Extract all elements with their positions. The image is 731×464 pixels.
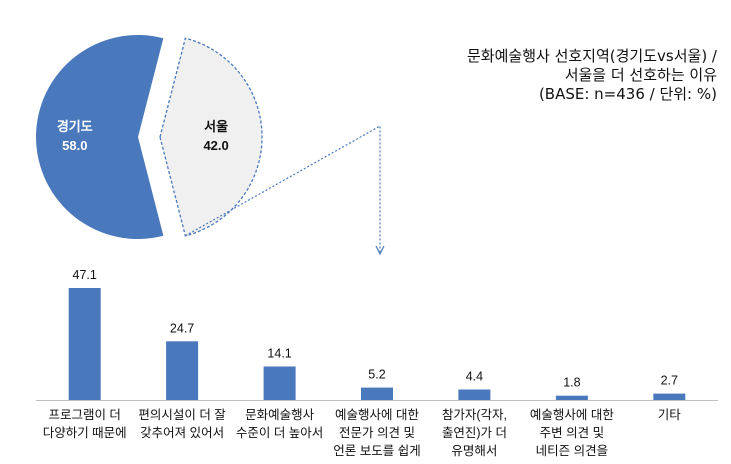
category-tick-label: 유명해서 [451,444,497,458]
bar-value-label: 2.7 [661,374,678,388]
bar [68,288,101,400]
bar [458,389,491,400]
chart-title-line-2: 서울을 더 선호하는 이유 [564,66,717,84]
bar [361,387,393,400]
pie-to-bar-connector [185,124,385,256]
connector-arrowhead [375,245,385,256]
category-tick-label: 문화예술행사 [245,407,315,422]
category-tick-label: 주변 의견 및 [540,426,604,440]
bar-value-label: 14.1 [267,347,291,361]
bar [166,341,199,400]
pie-slice-label: 경기도 [57,119,93,134]
bar [263,366,296,400]
pie-slice-value-label: 42.0 [203,138,228,153]
pie-slice-seoul [159,37,263,237]
pie-slice-label: 서울 [204,119,228,134]
category-tick-label: 출연진)가 더 [442,426,507,440]
category-tick-label: 전문가 의견 및 [339,426,415,440]
bar-value-label: 47.1 [73,268,97,282]
bar-value-label: 1.8 [563,376,580,390]
category-tick-label: 예술행사에 대한 [335,407,419,422]
pie-slice-value-label: 58.0 [62,138,87,153]
category-tick-label: 기타 [658,408,682,422]
category-tick-label: 참가자(각자, [442,408,507,422]
chart-title-line-3: (BASE: n=436 / 단위: %) [538,85,717,103]
pie-slice-gyeonggi [36,35,164,239]
bar [653,393,686,400]
bar-value-label: 4.4 [466,370,483,384]
bar [555,395,588,400]
category-tick-label: 다양하기 때문에 [43,426,127,440]
category-tick-label: 프로그램이 더 [48,408,120,422]
pie-chart: 경기도 58.0 서울 42.0 [36,35,263,239]
category-tick-label: 언론 보도를 쉽게 [333,444,420,458]
category-tick-label: 수준이 더 높아서 [236,426,323,440]
bar-value-label: 5.2 [368,368,385,382]
chart-title: 문화예술행사 선호지역(경기도vs서울) / 서울을 더 선호하는 이유 (BA… [397,47,717,104]
category-tick-label: 네티즌 의견을 [536,444,608,458]
bar-value-label: 24.7 [170,321,194,335]
category-tick-label: 편의시설이 더 잘 [138,408,226,422]
category-tick-label: 갖추어져 있어서 [140,426,224,440]
category-tick-label: 예술행사에 대한 [530,407,614,422]
chart-title-line-1: 문화예술행사 선호지역(경기도vs서울) / [467,47,717,65]
